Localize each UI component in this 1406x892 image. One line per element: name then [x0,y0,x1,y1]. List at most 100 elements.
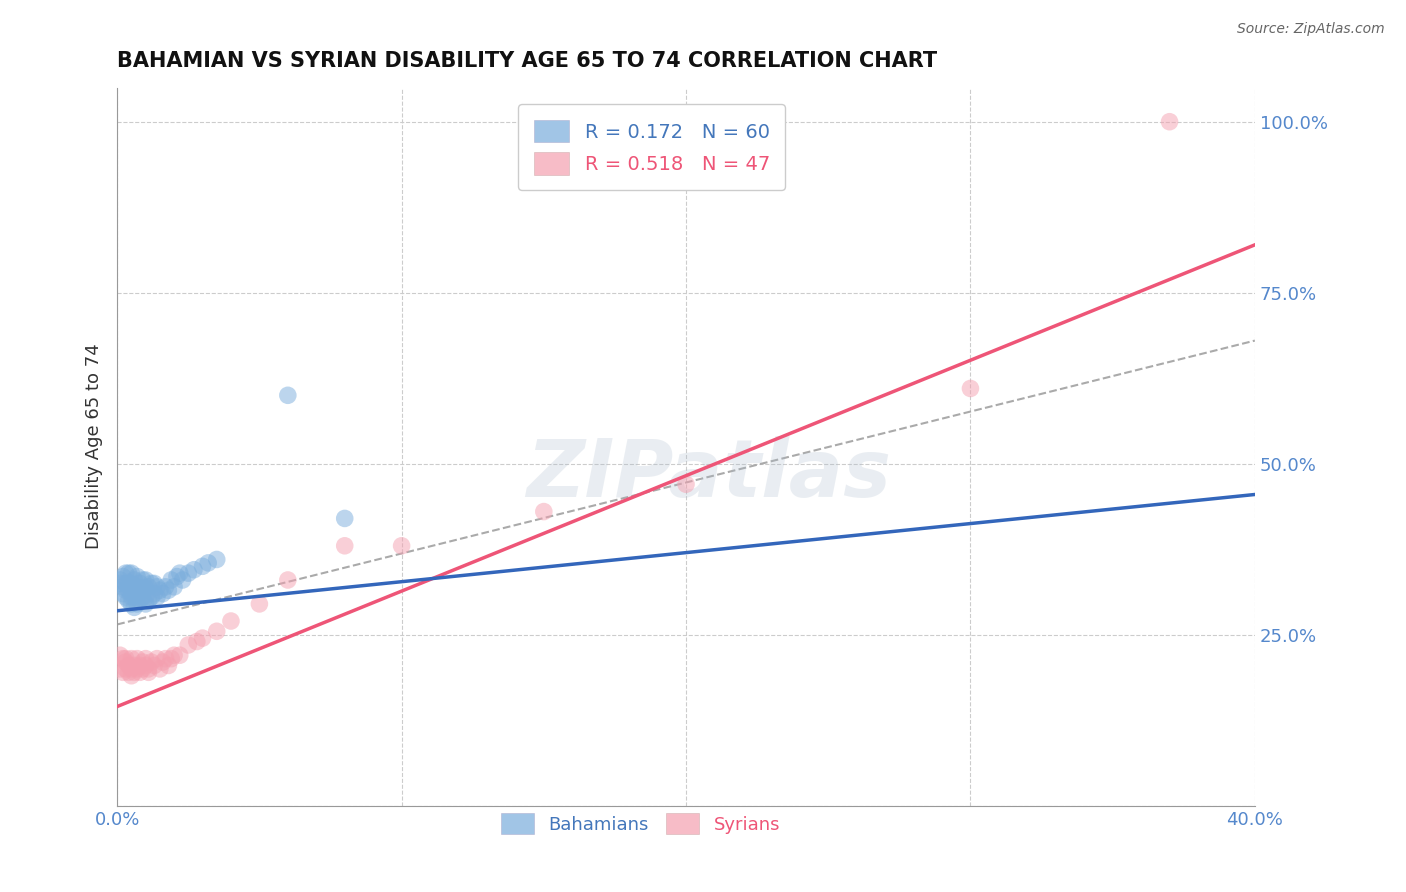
Point [143,658,166,673]
Point [114,583,136,598]
Point [108,648,131,663]
Point [127,597,149,611]
Point [117,665,139,680]
Point [117,593,139,607]
Point [163,648,186,663]
Point [959,382,981,396]
Point [191,559,214,574]
Point [122,583,145,598]
Point [122,573,145,587]
Point [205,624,228,639]
Point [141,655,163,669]
Point [127,662,149,676]
Point [146,590,169,604]
Point [114,662,136,676]
Point [122,600,145,615]
Point [138,665,160,680]
Point [108,662,131,676]
Point [108,576,131,591]
Point [219,614,242,628]
Point [333,511,356,525]
Point [160,651,183,665]
Point [149,583,172,598]
Point [141,590,163,604]
Point [120,597,142,611]
Point [143,576,166,591]
Point [191,631,214,645]
Point [117,566,139,581]
Point [169,648,191,663]
Legend: Bahamians, Syrians: Bahamians, Syrians [492,805,789,843]
Point [135,590,157,604]
Point [138,662,160,676]
Point [205,552,228,566]
Point [135,651,157,665]
Point [117,658,139,673]
Point [122,590,145,604]
Point [120,590,142,604]
Point [129,665,152,680]
Point [138,593,160,607]
Point [149,662,172,676]
Point [114,576,136,591]
Point [129,583,152,598]
Point [114,590,136,604]
Y-axis label: Disability Age 65 to 74: Disability Age 65 to 74 [86,343,103,549]
Point [172,573,194,587]
Point [127,580,149,594]
Point [157,658,180,673]
Point [277,388,299,402]
Point [127,587,149,601]
Point [247,597,270,611]
Point [120,669,142,683]
Point [186,634,208,648]
Point [146,651,169,665]
Point [111,587,134,601]
Text: Source: ZipAtlas.com: Source: ZipAtlas.com [1237,22,1385,37]
Point [114,655,136,669]
Point [152,655,174,669]
Point [120,583,142,598]
Point [183,563,205,577]
Point [135,658,157,673]
Point [117,583,139,598]
Point [111,580,134,594]
Point [127,651,149,665]
Point [120,566,142,581]
Point [114,651,136,665]
Point [157,583,180,598]
Point [135,573,157,587]
Point [120,662,142,676]
Point [114,566,136,581]
Text: ZIPatlas: ZIPatlas [526,436,891,515]
Point [132,655,155,669]
Point [197,556,219,570]
Point [155,580,177,594]
Point [675,477,697,491]
Point [132,662,155,676]
Point [122,658,145,673]
Point [108,573,131,587]
Point [132,583,155,598]
Point [333,539,356,553]
Point [141,576,163,591]
Point [117,576,139,591]
Point [132,590,155,604]
Point [127,569,149,583]
Point [111,651,134,665]
Point [163,580,186,594]
Point [533,505,555,519]
Point [391,539,413,553]
Point [132,573,155,587]
Point [120,651,142,665]
Point [122,665,145,680]
Point [155,651,177,665]
Point [135,597,157,611]
Point [146,580,169,594]
Point [1159,114,1181,128]
Text: BAHAMIAN VS SYRIAN DISABILITY AGE 65 TO 74 CORRELATION CHART: BAHAMIAN VS SYRIAN DISABILITY AGE 65 TO … [117,51,938,70]
Point [160,573,183,587]
Point [111,569,134,583]
Point [169,566,191,581]
Point [177,566,200,581]
